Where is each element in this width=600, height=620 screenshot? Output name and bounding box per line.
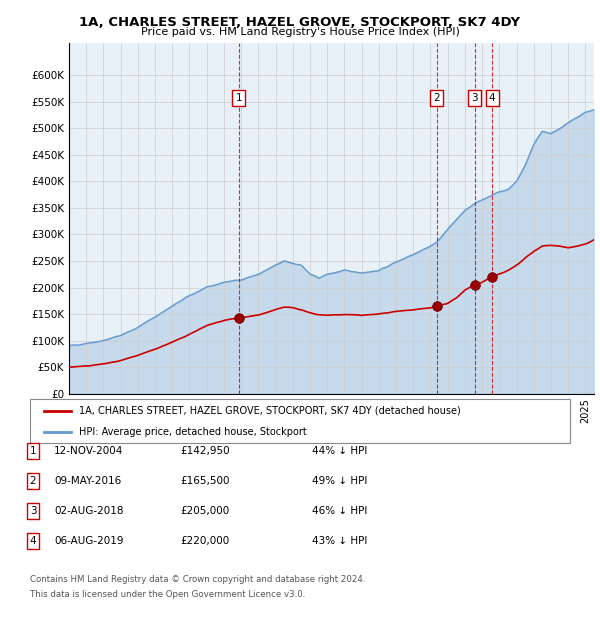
Text: 06-AUG-2019: 06-AUG-2019 [54, 536, 124, 546]
Text: 1A, CHARLES STREET, HAZEL GROVE, STOCKPORT, SK7 4DY (detached house): 1A, CHARLES STREET, HAZEL GROVE, STOCKPO… [79, 405, 460, 416]
Text: £165,500: £165,500 [180, 476, 229, 486]
Text: 3: 3 [29, 506, 37, 516]
Text: 2: 2 [29, 476, 37, 486]
Text: 43% ↓ HPI: 43% ↓ HPI [312, 536, 367, 546]
Text: HPI: Average price, detached house, Stockport: HPI: Average price, detached house, Stoc… [79, 427, 307, 437]
Text: £205,000: £205,000 [180, 506, 229, 516]
Text: 3: 3 [472, 93, 478, 103]
Text: £220,000: £220,000 [180, 536, 229, 546]
Text: 02-AUG-2018: 02-AUG-2018 [54, 506, 124, 516]
FancyBboxPatch shape [30, 399, 570, 443]
Text: 12-NOV-2004: 12-NOV-2004 [54, 446, 124, 456]
Text: £142,950: £142,950 [180, 446, 230, 456]
Text: 4: 4 [489, 93, 496, 103]
Text: 46% ↓ HPI: 46% ↓ HPI [312, 506, 367, 516]
Text: 09-MAY-2016: 09-MAY-2016 [54, 476, 121, 486]
Text: 1: 1 [235, 93, 242, 103]
Text: 44% ↓ HPI: 44% ↓ HPI [312, 446, 367, 456]
Text: Contains HM Land Registry data © Crown copyright and database right 2024.: Contains HM Land Registry data © Crown c… [30, 575, 365, 585]
Text: 1: 1 [29, 446, 37, 456]
Text: Price paid vs. HM Land Registry's House Price Index (HPI): Price paid vs. HM Land Registry's House … [140, 27, 460, 37]
Text: 4: 4 [29, 536, 37, 546]
Text: This data is licensed under the Open Government Licence v3.0.: This data is licensed under the Open Gov… [30, 590, 305, 600]
Text: 1A, CHARLES STREET, HAZEL GROVE, STOCKPORT, SK7 4DY: 1A, CHARLES STREET, HAZEL GROVE, STOCKPO… [79, 16, 521, 29]
Text: 49% ↓ HPI: 49% ↓ HPI [312, 476, 367, 486]
Text: 2: 2 [433, 93, 440, 103]
